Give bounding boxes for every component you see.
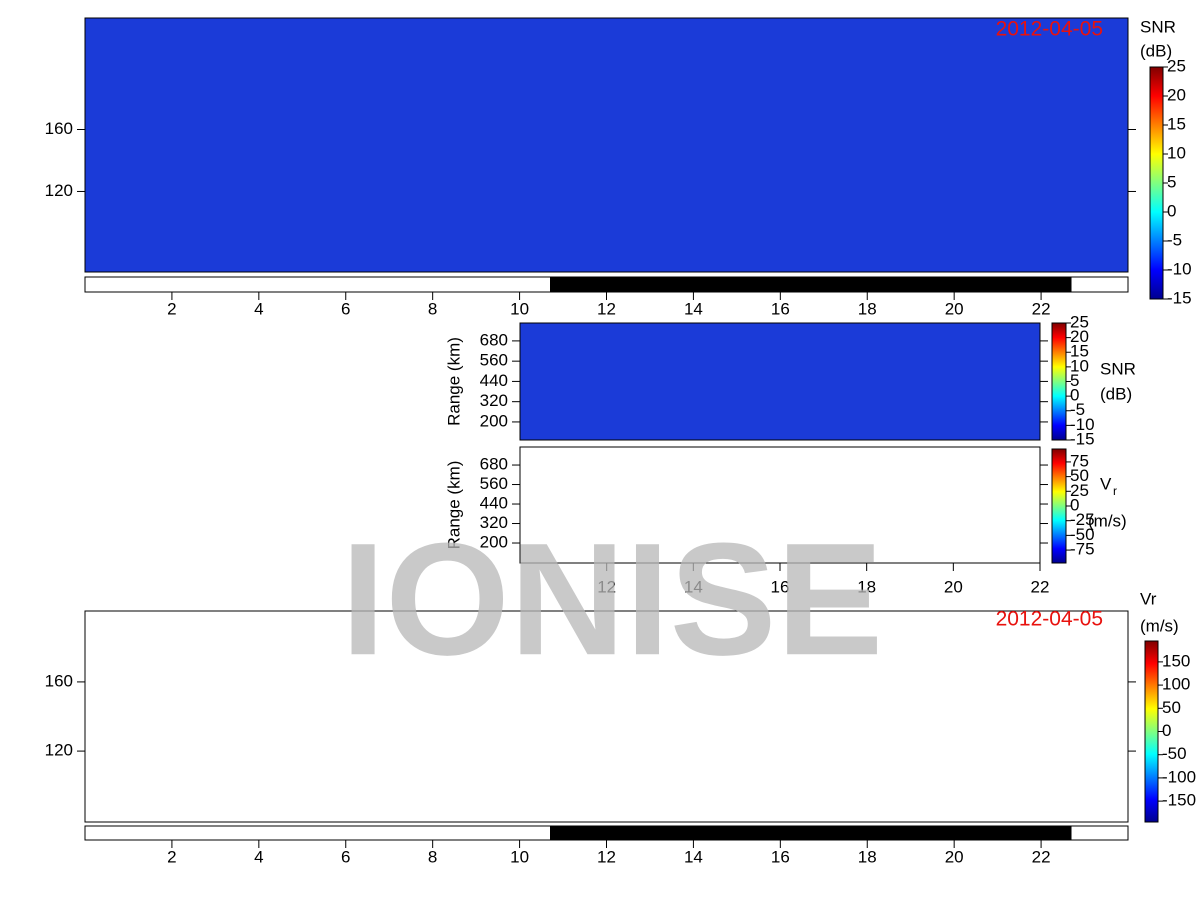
colorbar-tick-label: 25 — [1167, 56, 1186, 75]
colorbar-tick-label: 50 — [1070, 466, 1089, 485]
colorbar-tick-label: 0 — [1167, 201, 1176, 220]
x-tick-label: 20 — [944, 577, 963, 596]
x-tick-label: 22 — [1031, 577, 1050, 596]
colorbar-tick-label: 25 — [1070, 481, 1089, 500]
x-tick-label: 4 — [254, 847, 263, 866]
colorbar-tick-label: -15 — [1070, 429, 1095, 448]
y-tick-label: 680 — [480, 455, 508, 474]
colorbar-tick-label: 50 — [1162, 698, 1181, 717]
x-tick-label: 18 — [857, 577, 876, 596]
night-interval — [550, 826, 1072, 840]
colorbar-tick-label: 150 — [1162, 651, 1190, 670]
x-tick-label: 2 — [167, 847, 176, 866]
x-tick-label: 20 — [945, 847, 964, 866]
x-tick-label: 16 — [771, 847, 790, 866]
y-tick-label: 200 — [480, 411, 508, 430]
y-axis-label: Range (km) — [444, 461, 463, 550]
colorbar-tick-label: -5 — [1167, 230, 1182, 249]
x-tick-label: 8 — [428, 847, 437, 866]
colorbar-tick-label: 15 — [1070, 342, 1089, 361]
colorbar-tick-label: 75 — [1070, 451, 1089, 470]
plot-area — [84, 610, 1129, 823]
colorbar-unit: (m/s) — [1088, 511, 1127, 530]
colorbar-tick-label: -50 — [1070, 525, 1095, 544]
x-tick-label: 2 — [167, 299, 176, 318]
colorbar-unit: (m/s) — [1140, 616, 1179, 635]
x-tick-label: 6 — [341, 847, 350, 866]
y-axis-label: Range (km) — [444, 337, 463, 426]
colorbar-tick-label: -100 — [1162, 767, 1196, 786]
y-tick-label: 120 — [45, 741, 73, 760]
colorbar-tick-label: 0 — [1070, 495, 1079, 514]
y-tick-label: 680 — [480, 330, 508, 349]
colorbar-tick-label: -5 — [1070, 400, 1085, 419]
colorbar-tick-label: 10 — [1070, 356, 1089, 375]
x-tick-label: 12 — [597, 847, 616, 866]
colorbar — [1051, 448, 1067, 564]
colorbar-tick-label: -25 — [1070, 510, 1095, 529]
date-label: 2012-04-05 — [996, 608, 1103, 631]
x-tick-label: 18 — [858, 299, 877, 318]
plot-area — [519, 322, 1041, 441]
x-tick-label: 10 — [510, 847, 529, 866]
x-tick-label: 12 — [597, 299, 616, 318]
colorbar-tick-label: 20 — [1167, 85, 1186, 104]
night-interval — [550, 277, 1072, 292]
y-tick-label: 320 — [480, 391, 508, 410]
colorbar-label: V — [1100, 474, 1112, 493]
colorbar-unit: (dB) — [1140, 41, 1172, 60]
colorbar-tick-label: 15 — [1167, 114, 1186, 133]
colorbar — [1144, 640, 1159, 823]
y-tick-label: 320 — [480, 513, 508, 532]
colorbar-label: Vr — [1140, 589, 1157, 608]
colorbar-tick-label: -10 — [1167, 259, 1192, 278]
x-tick-label: 6 — [341, 299, 350, 318]
x-tick-label: 16 — [771, 299, 790, 318]
colorbar-label: SNR — [1140, 17, 1176, 36]
colorbar-tick-label: -150 — [1162, 791, 1196, 810]
colorbar-tick-label: 10 — [1167, 143, 1186, 162]
y-tick-label: 200 — [480, 533, 508, 552]
y-tick-label: 160 — [45, 671, 73, 690]
x-tick-label: 10 — [510, 299, 529, 318]
plot-area — [519, 446, 1041, 564]
colorbar — [1051, 322, 1067, 441]
colorbar — [1149, 66, 1164, 300]
colorbar-tick-label: 5 — [1070, 371, 1079, 390]
plot-area — [84, 17, 1129, 273]
colorbar-tick-label: 100 — [1162, 675, 1190, 694]
x-tick-label: 22 — [1032, 299, 1051, 318]
colorbar-tick-label: 0 — [1162, 721, 1171, 740]
colorbar-unit: (dB) — [1100, 384, 1132, 403]
y-tick-label: 160 — [45, 119, 73, 138]
colorbar-label-sub: r — [1113, 484, 1117, 498]
y-tick-label: 560 — [480, 474, 508, 493]
colorbar-tick-label: 25 — [1070, 312, 1089, 331]
colorbar-tick-label: -75 — [1070, 540, 1095, 559]
y-tick-label: 440 — [480, 494, 508, 513]
x-tick-label: 12 — [597, 577, 616, 596]
date-label: 2012-04-05 — [996, 18, 1103, 41]
colorbar-tick-label: 5 — [1167, 172, 1176, 191]
x-tick-label: 14 — [684, 847, 703, 866]
colorbar-tick-label: -15 — [1167, 288, 1192, 307]
watermark: IONISE — [341, 509, 883, 688]
colorbar-label: SNR — [1100, 359, 1136, 378]
colorbar-tick-label: -10 — [1070, 415, 1095, 434]
colorbar-tick-label: 20 — [1070, 327, 1089, 346]
x-tick-label: 8 — [428, 299, 437, 318]
colorbar-tick-label: 0 — [1070, 386, 1079, 405]
x-tick-label: 14 — [684, 577, 703, 596]
x-tick-label: 4 — [254, 299, 263, 318]
y-tick-label: 440 — [480, 371, 508, 390]
x-tick-label: 20 — [945, 299, 964, 318]
colorbar-tick-label: -50 — [1162, 744, 1187, 763]
x-tick-label: 22 — [1032, 847, 1051, 866]
y-tick-label: 120 — [45, 181, 73, 200]
x-tick-label: 18 — [858, 847, 877, 866]
x-tick-label: 16 — [771, 577, 790, 596]
x-tick-label: 14 — [684, 299, 703, 318]
y-tick-label: 560 — [480, 351, 508, 370]
